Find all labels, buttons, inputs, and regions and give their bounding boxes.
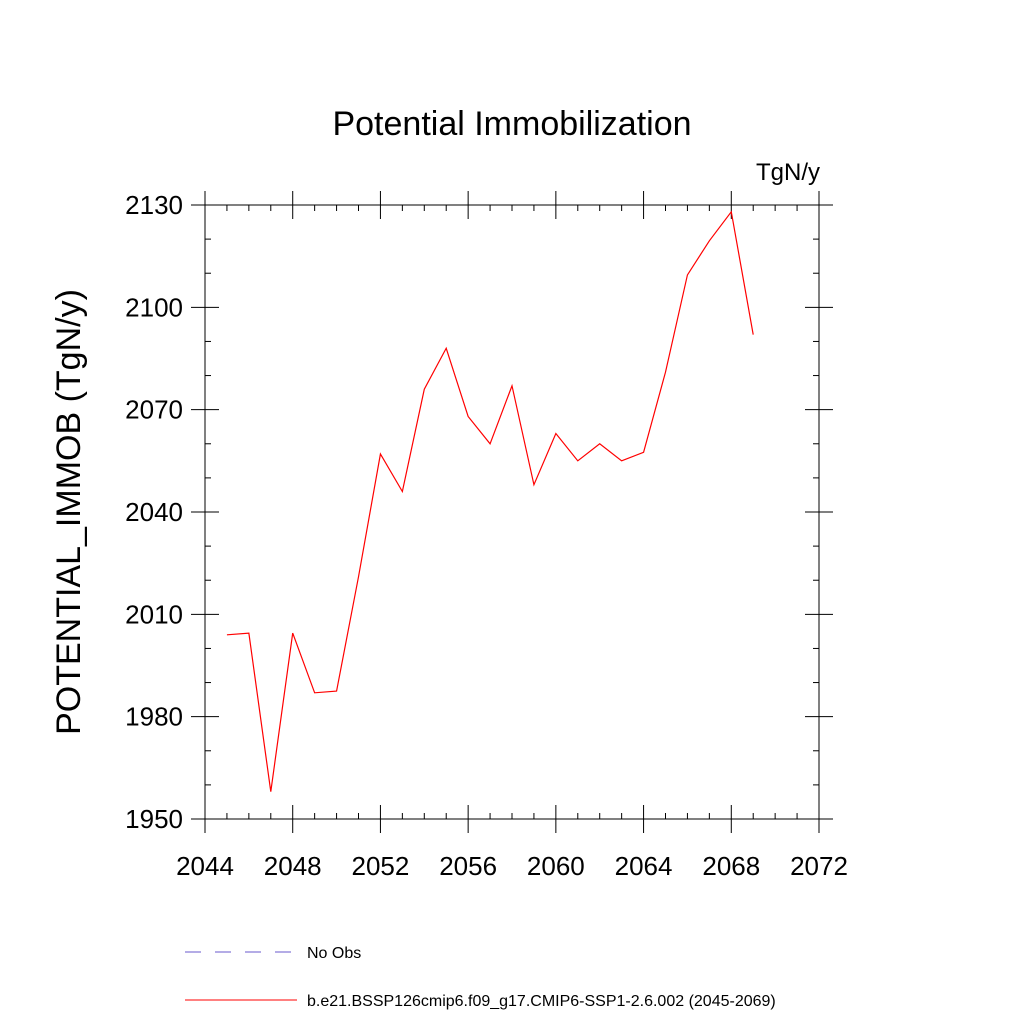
chart-title: Potential Immobilization (332, 105, 691, 143)
units-label: TgN/y (756, 159, 820, 186)
series-line (226, 210, 754, 792)
x-tick-label: 2056 (439, 851, 497, 881)
y-tick-label: 2010 (125, 599, 183, 629)
legend-label: b.e21.BSSP126cmip6.f09_g17.CMIP6-SSP1-2.… (307, 993, 776, 1010)
minor-ticks (205, 205, 819, 819)
y-tick-labels: 1950 1980 2010 2040 2070 2100 2130 (125, 190, 183, 834)
x-tick-label: 2048 (264, 851, 322, 881)
x-tick-label: 2052 (352, 851, 410, 881)
y-tick-label: 2070 (125, 395, 183, 425)
legend-label: No Obs (307, 945, 361, 962)
x-tick-label: 2044 (176, 851, 234, 881)
y-tick-label: 1950 (125, 804, 183, 834)
y-tick-label: 1980 (125, 702, 183, 732)
y-tick-label: 2040 (125, 497, 183, 527)
legend: No Obs b.e21.BSSP126cmip6.f09_g17.CMIP6-S… (185, 945, 776, 1010)
y-axis-label: POTENTIAL_IMMOB (TgN/y) (50, 289, 88, 735)
x-tick-label: 2068 (702, 851, 760, 881)
major-ticks (191, 191, 833, 833)
plot-frame (204, 204, 820, 820)
x-tick-labels: 2044 2048 2052 2056 2060 2064 2068 2072 (176, 851, 848, 881)
y-tick-label: 2100 (125, 292, 183, 322)
x-tick-label: 2072 (790, 851, 848, 881)
x-tick-label: 2064 (615, 851, 673, 881)
y-tick-label: 2130 (125, 190, 183, 220)
x-tick-label: 2060 (527, 851, 585, 881)
series-layer (226, 210, 754, 792)
